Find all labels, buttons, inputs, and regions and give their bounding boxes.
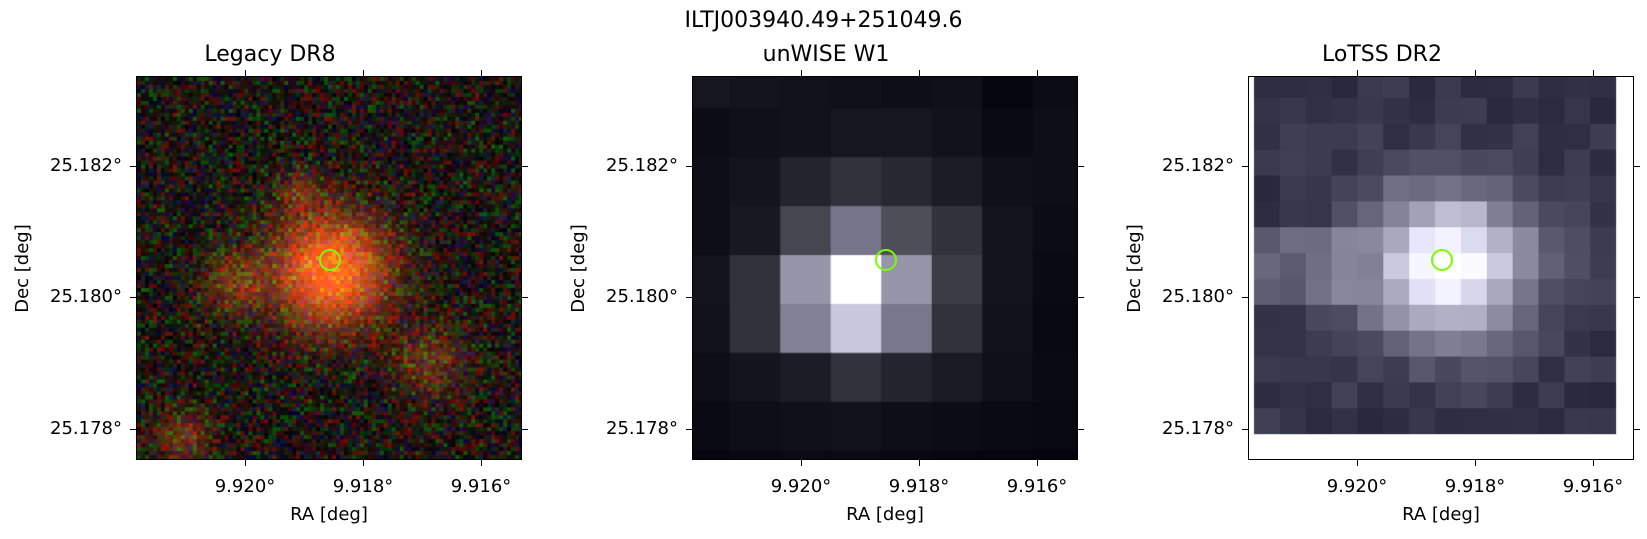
source-marker-circle (319, 249, 341, 271)
y-tick-mark (130, 297, 136, 298)
y-tick-label: 25.182° (1162, 155, 1234, 176)
x-tick-label: 9.920° (214, 476, 276, 497)
y-tick-mark (686, 429, 692, 430)
x-tick-mark (1037, 460, 1038, 466)
y-tick-mark (686, 297, 692, 298)
y-tick-mark (130, 166, 136, 167)
x-tick-label: 9.916° (1562, 476, 1624, 497)
panel-title: LoTSS DR2 (1322, 42, 1442, 67)
x-axis-label: RA [deg] (1402, 504, 1480, 525)
panel-title: unWISE W1 (762, 42, 890, 67)
y-tick-label: 25.178° (50, 418, 122, 439)
y-tick-mark-right (522, 166, 528, 167)
panel-lotss-dr2: LoTSS DR2 25.182° 25.180° 25.178° 9.920°… (1112, 0, 1647, 539)
y-tick-label: 25.178° (606, 418, 678, 439)
x-tick-mark (245, 460, 246, 466)
x-tick-label: 9.920° (1326, 476, 1388, 497)
x-tick-mark (1475, 460, 1476, 466)
y-tick-mark (1242, 297, 1248, 298)
x-tick-mark-top (1037, 70, 1038, 76)
x-tick-mark (481, 460, 482, 466)
source-marker-circle (1431, 249, 1453, 271)
source-marker-circle (875, 249, 897, 271)
x-tick-mark-top (481, 70, 482, 76)
y-tick-label: 25.182° (606, 155, 678, 176)
y-tick-mark-right (1634, 166, 1640, 167)
y-tick-mark (130, 429, 136, 430)
x-tick-mark-top (801, 70, 802, 76)
y-tick-mark-right (1078, 429, 1084, 430)
x-tick-label: 9.918° (888, 476, 950, 497)
panel-unwise-w1: unWISE W1 25.182° 25.180° 25.178° 9.920°… (556, 0, 1096, 539)
x-tick-mark-top (1593, 70, 1594, 76)
y-tick-label: 25.180° (1162, 286, 1234, 307)
x-tick-label: 9.916° (1006, 476, 1068, 497)
unwise-w1-image-frame (692, 76, 1078, 460)
y-tick-mark (1242, 429, 1248, 430)
x-tick-mark-top (363, 70, 364, 76)
x-axis-label: RA [deg] (290, 504, 368, 525)
panel-title: Legacy DR8 (204, 42, 336, 67)
x-tick-label: 9.918° (1444, 476, 1506, 497)
y-tick-label: 25.180° (50, 286, 122, 307)
x-tick-mark-top (919, 70, 920, 76)
x-tick-label: 9.918° (332, 476, 394, 497)
y-tick-mark-right (522, 429, 528, 430)
x-tick-mark-top (1475, 70, 1476, 76)
x-axis-label: RA [deg] (846, 504, 924, 525)
x-tick-mark (919, 460, 920, 466)
y-tick-mark-right (522, 297, 528, 298)
panel-legacy-dr8: Legacy DR8 25.182° 25.180° 25.178° 9.920… (0, 0, 540, 539)
figure-title: ILTJ003940.49+251049.6 (684, 8, 963, 33)
y-tick-mark-right (1634, 297, 1640, 298)
y-tick-mark (1242, 166, 1248, 167)
y-tick-mark-right (1634, 429, 1640, 430)
y-tick-label: 25.180° (606, 286, 678, 307)
x-tick-mark-top (1357, 70, 1358, 76)
x-tick-mark-top (245, 70, 246, 76)
y-tick-label: 25.182° (50, 155, 122, 176)
x-tick-label: 9.920° (770, 476, 832, 497)
x-tick-label: 9.916° (450, 476, 512, 497)
lotss-dr2-image-frame (1248, 76, 1634, 460)
y-tick-mark-right (1078, 297, 1084, 298)
legacy-dr8-image-frame (136, 76, 522, 460)
y-tick-mark (686, 166, 692, 167)
y-tick-mark-right (1078, 166, 1084, 167)
y-axis-label: Dec [deg] (11, 224, 33, 313)
y-axis-label: Dec [deg] (567, 224, 589, 313)
x-tick-mark (1357, 460, 1358, 466)
x-tick-mark (1593, 460, 1594, 466)
x-tick-mark (801, 460, 802, 466)
x-tick-mark (363, 460, 364, 466)
y-axis-label: Dec [deg] (1123, 224, 1145, 313)
y-tick-label: 25.178° (1162, 418, 1234, 439)
